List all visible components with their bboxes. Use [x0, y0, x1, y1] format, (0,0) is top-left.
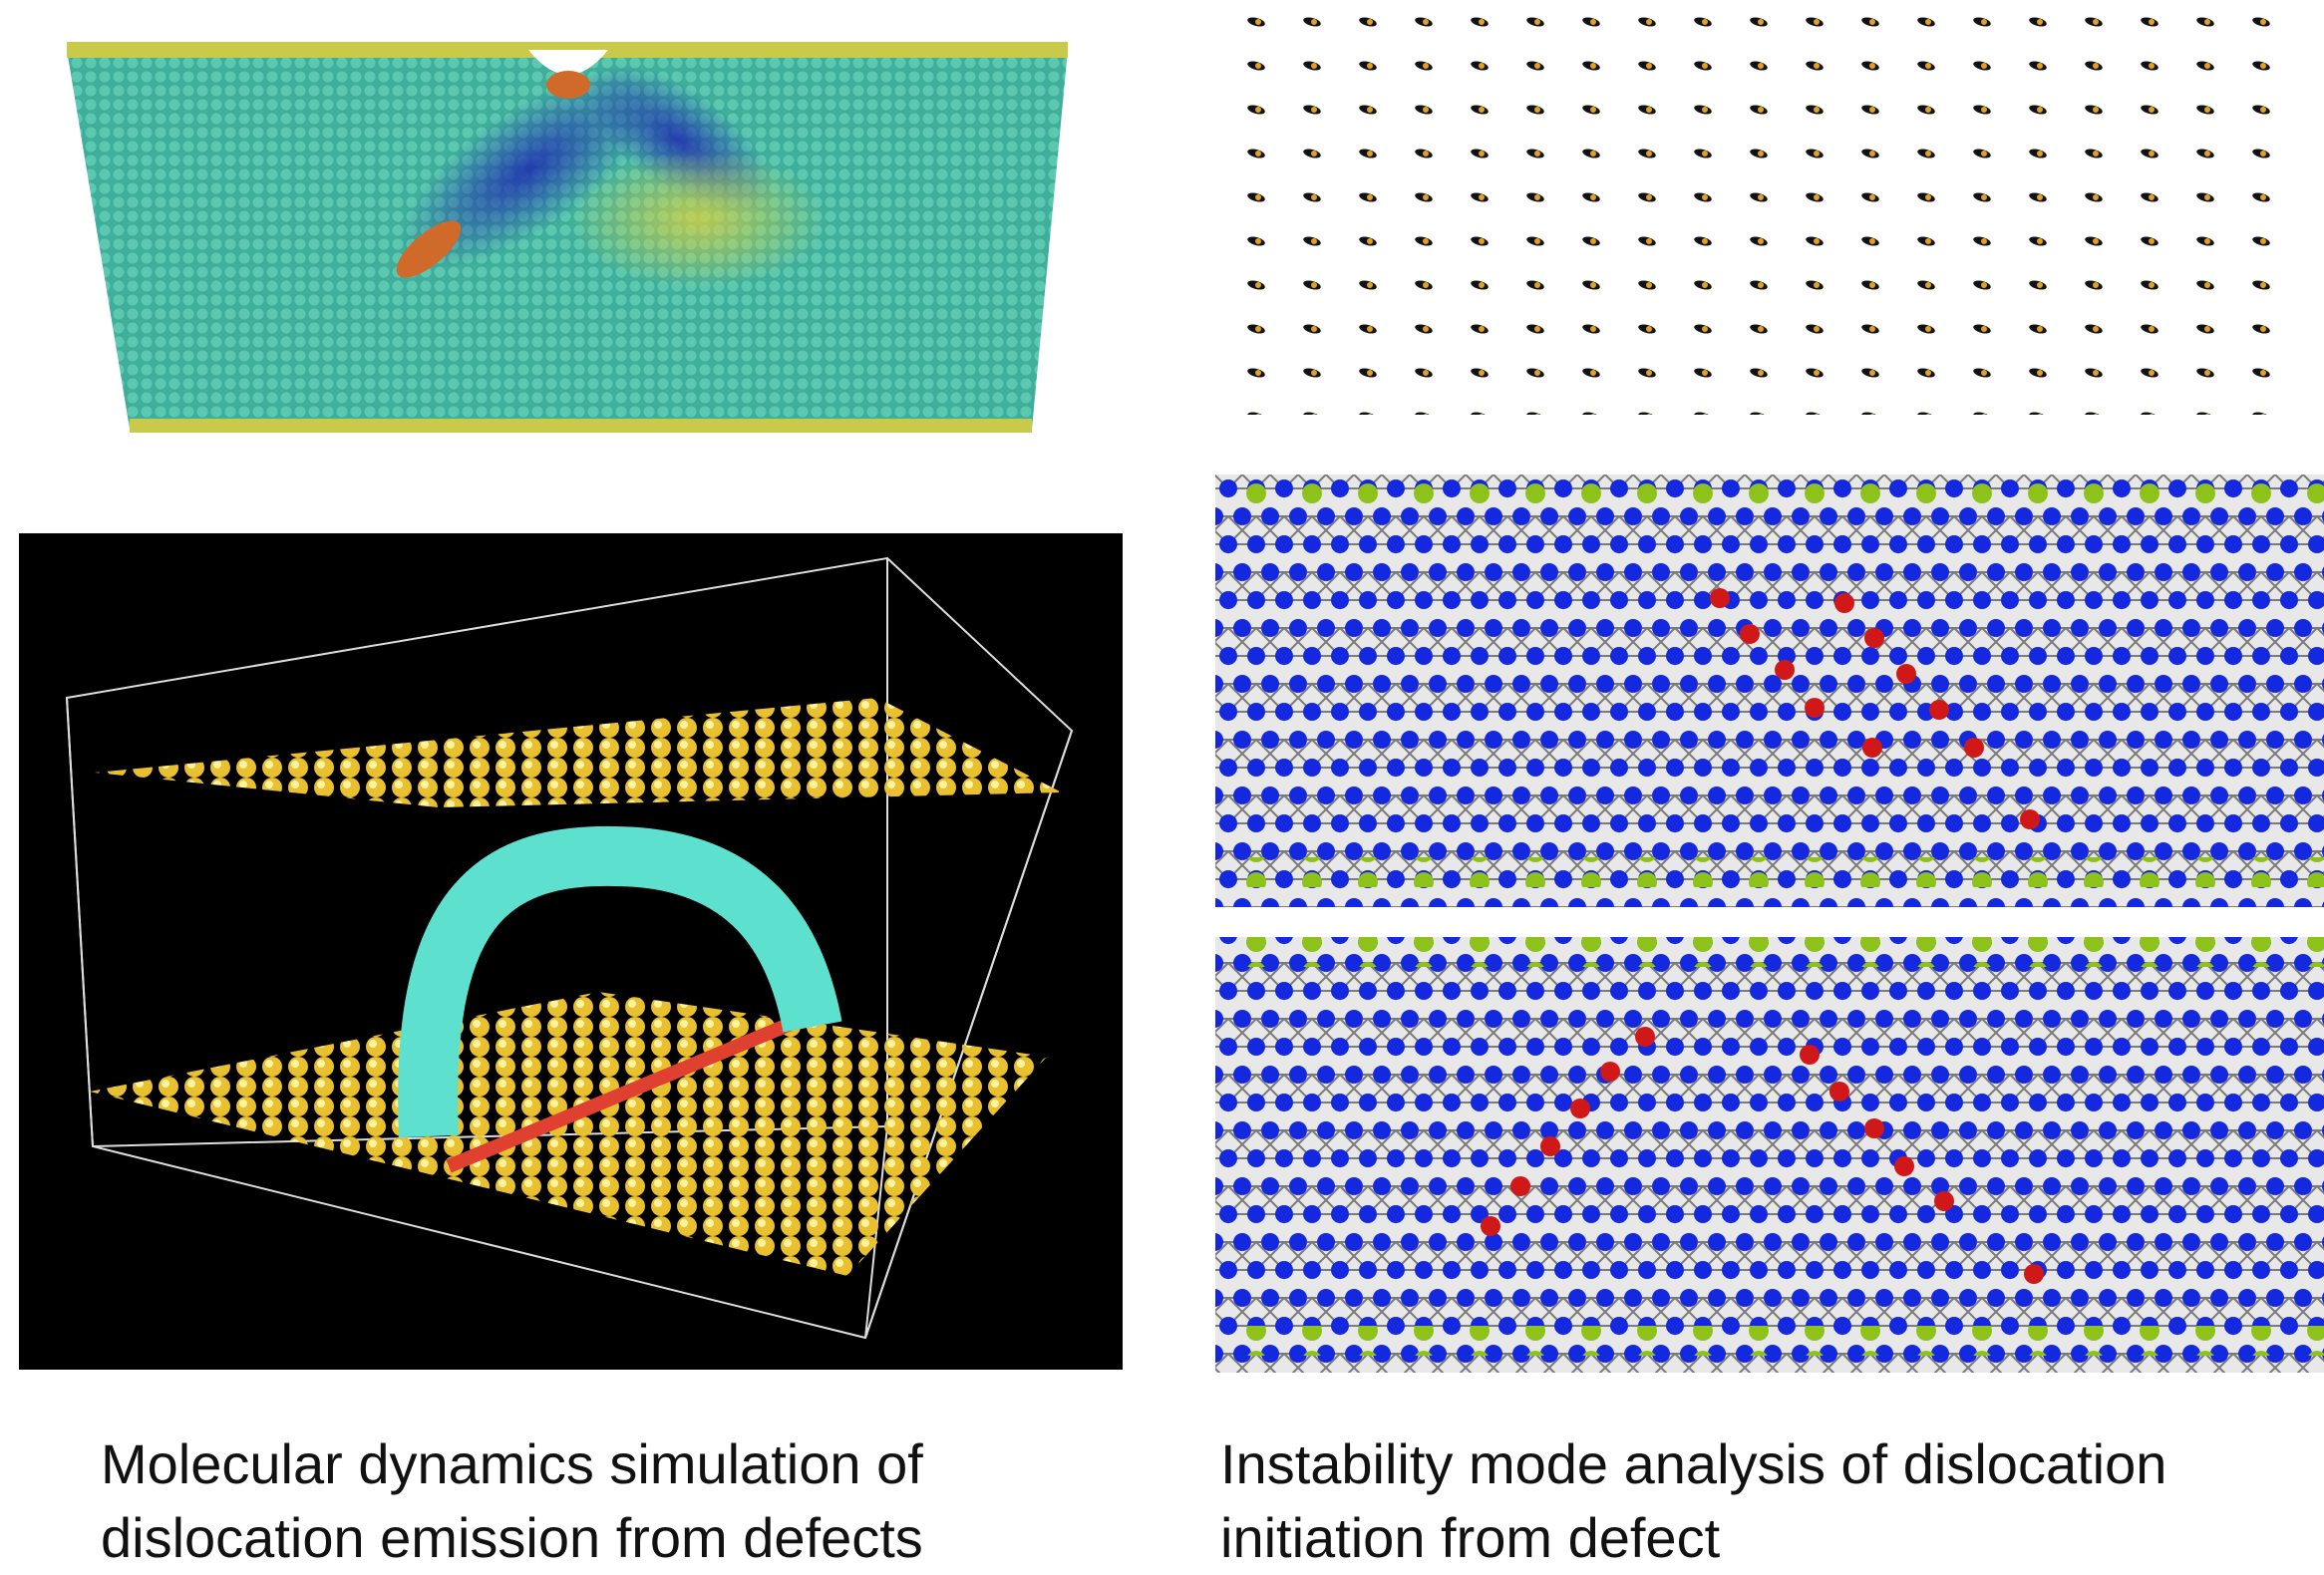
lattice-upper — [1215, 474, 2324, 907]
md-dislocation-loop — [19, 533, 1123, 1370]
caption-line: initiation from defect — [1220, 1501, 2166, 1575]
left-caption: Molecular dynamics simulation of disloca… — [101, 1427, 923, 1575]
figure-panels — [0, 0, 2324, 1416]
caption-line: Molecular dynamics simulation of — [101, 1427, 923, 1501]
right-caption: Instability mode analysis of dislocation… — [1220, 1427, 2166, 1575]
instability-mode-arrows — [1230, 15, 2290, 415]
md-slab — [67, 35, 1068, 433]
caption-line: Instability mode analysis of dislocation — [1220, 1427, 2166, 1501]
caption-line: dislocation emission from defects — [101, 1501, 923, 1575]
page: {"left_caption": {"lines": ["Molecular d… — [0, 0, 2324, 1567]
lattice-lower — [1215, 937, 2324, 1373]
